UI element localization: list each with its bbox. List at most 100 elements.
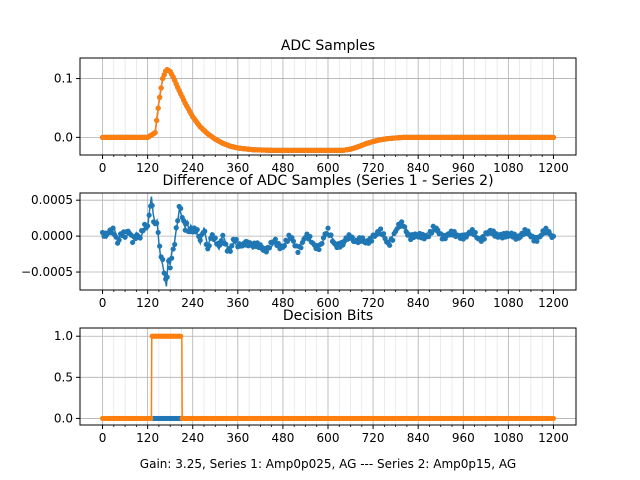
diff-series-0-point [157, 243, 163, 249]
diff-ytick-label-0: −0.0005 [21, 265, 73, 279]
bits-xtick-label-8: 960 [452, 431, 475, 445]
diff-series-0-point [116, 237, 122, 243]
adc-xtick-label-10: 1200 [538, 161, 569, 175]
diff-xtick-label-8: 960 [452, 296, 475, 310]
adc-ytick-label-1: 0.1 [54, 72, 73, 86]
bits-xtick-label-9: 1080 [493, 431, 524, 445]
diff-series-0-point [390, 237, 396, 243]
diff-series-0-point [543, 225, 549, 231]
bits-xtick-label-1: 120 [136, 431, 159, 445]
diff-xtick-label-1: 120 [136, 296, 159, 310]
adc-samples-panel: 0 120 240 360 480 600 720 840 960 1080 1200 0.0 0.1 A… [54, 38, 577, 175]
adc-xtick-label-9: 1080 [493, 161, 524, 175]
diff-series-0-point [426, 233, 432, 240]
diff-series-0-point [173, 225, 179, 231]
diff-series-0-point [368, 238, 375, 244]
bits-xtick-label-3: 360 [226, 431, 249, 445]
diff-series-0-point [298, 245, 304, 251]
diff-series-0-point [172, 241, 178, 248]
bits-xtick-label-7: 840 [407, 431, 430, 445]
diff-series-0-point [223, 241, 229, 247]
adc-series-1-point [550, 134, 557, 140]
diff-title: Difference of ADC Samples (Series 1 - Se… [162, 173, 493, 189]
diff-xtick-label-3: 360 [226, 296, 249, 310]
diff-series-0-point [122, 234, 128, 240]
diff-series-0-point [349, 234, 355, 240]
diff-series-0-point [381, 231, 387, 237]
diff-series-0-point [340, 242, 346, 248]
diff-series-0-point [155, 229, 161, 236]
diff-series-0-point [325, 225, 331, 231]
diff-series-0-point [164, 274, 170, 280]
adc-series-1-point [157, 94, 163, 100]
bits-series-1-point [148, 415, 154, 422]
diff-series-0-point [266, 245, 272, 251]
bits-xtick-label-6: 720 [362, 431, 385, 445]
diff-series-0-point [295, 249, 301, 255]
diff-series-0-point [451, 228, 457, 235]
bits-xtick-label-0: 0 [99, 431, 107, 445]
diff-series-0-point [387, 242, 393, 248]
diff-series-0-point [184, 220, 190, 226]
bits-xtick-label-2: 240 [181, 431, 204, 445]
diff-series-0-point [169, 255, 175, 261]
bits-xtick-label-10: 1200 [538, 431, 569, 445]
diff-series-0-point [307, 233, 313, 240]
diff-series-0-point [175, 218, 181, 224]
diff-xtick-label-9: 1080 [493, 296, 524, 310]
diff-series-0-point [202, 228, 208, 234]
diff-series-0-point [145, 223, 151, 229]
bits-series-1-point [550, 415, 557, 422]
diff-series-0-point [378, 226, 384, 232]
diff-xtick-label-4: 480 [271, 296, 294, 310]
bits-series-1-point [178, 333, 184, 339]
diff-series-0-point [197, 237, 203, 243]
difference-panel: 0 120 240 360 480 600 720 840 960 1080 1200 −0.0005… [21, 173, 577, 310]
diff-series-0-point [160, 256, 166, 263]
diff-xtick-label-6: 720 [362, 296, 385, 310]
diff-series-0-point [110, 225, 116, 231]
adc-xtick-label-5: 600 [317, 161, 340, 175]
diff-xtick-label-0: 0 [99, 296, 107, 310]
diff-series-0-point [146, 212, 152, 218]
diff-series-0-point [130, 239, 136, 246]
diff-series-0-point [229, 243, 235, 249]
adc-xtick-label-8: 960 [452, 161, 475, 175]
diff-series-0-point [170, 246, 176, 252]
diff-xtick-label-2: 240 [181, 296, 204, 310]
bits-xtick-label-5: 600 [317, 431, 340, 445]
adc-xtick-label-0: 0 [99, 161, 107, 175]
diff-xtick-label-7: 840 [407, 296, 430, 310]
diff-series-0-point [137, 235, 143, 241]
diff-series-0-point [550, 233, 557, 239]
bits-ytick-label-0: 0.0 [54, 411, 73, 425]
diff-series-0-point [217, 242, 223, 248]
diff-series-0-point [233, 236, 239, 243]
diff-series-0-point [227, 248, 233, 254]
bits-xtick-label-4: 480 [271, 431, 294, 445]
diff-xtick-label-10: 1200 [538, 296, 569, 310]
adc-xtick-label-3: 360 [226, 161, 249, 175]
adc-xtick-label-1: 120 [136, 161, 159, 175]
diff-series-0-point [275, 240, 281, 247]
adc-title: ADC Samples [281, 38, 375, 54]
diff-xtick-label-5: 600 [317, 296, 340, 310]
diff-series-0-point [328, 232, 334, 238]
bits-ytick-label-2: 1.0 [54, 329, 73, 343]
diff-series-0-point [319, 240, 325, 247]
diff-series-0-point [212, 235, 218, 241]
diff-series-0-point [220, 232, 226, 238]
adc-ytick-label-0: 0.0 [54, 130, 73, 144]
diff-series-0-point [209, 232, 215, 238]
diff-series-0-point [167, 265, 173, 271]
adc-xtick-label-2: 240 [181, 161, 204, 175]
adc-xtick-label-7: 840 [407, 161, 430, 175]
adc-xtick-label-4: 480 [271, 161, 294, 175]
diff-series-0-point [161, 270, 167, 276]
decision-bits-panel: 0 120 240 360 480 600 720 840 960 1080 1200 0.0 0.5 1… [54, 308, 577, 445]
bits-ytick-label-1: 0.5 [54, 370, 73, 384]
adc-series-1-point [158, 85, 164, 91]
diff-series-0-point [263, 249, 269, 255]
diff-series-0-point [472, 229, 478, 236]
